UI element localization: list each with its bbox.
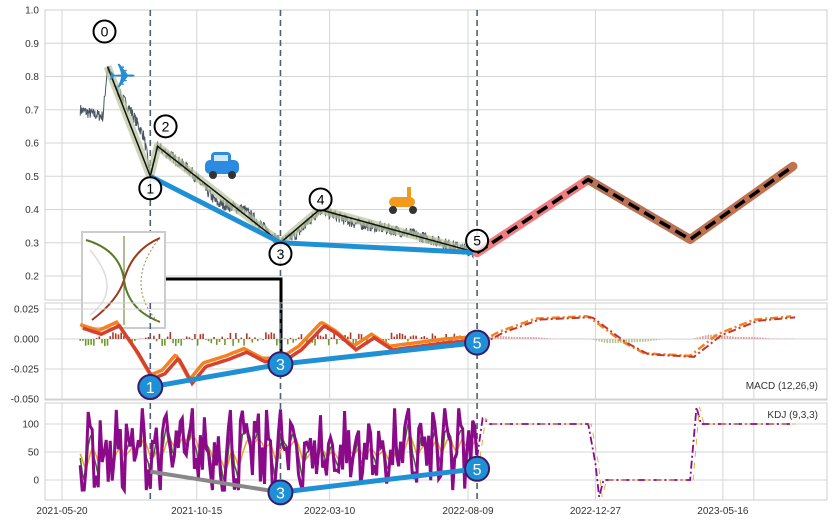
pivot-marker <box>153 114 178 139</box>
y-tick-label: 0.3 <box>25 238 39 249</box>
scooter-icon <box>389 187 417 214</box>
macd-label: MACD (12,26,9) <box>746 381 818 392</box>
pivot-marker <box>92 19 117 44</box>
pivot-marker <box>308 187 333 212</box>
signal-forecast-line <box>480 316 796 358</box>
divergence-marker <box>267 351 294 378</box>
panel-macd: 0.025 0.000 -0.025 -0.050 1 3 5 MACD (12,26,9) <box>11 302 828 406</box>
scooter-stem <box>407 187 411 201</box>
pivot-label: 5 <box>473 233 481 249</box>
divergence-label: 3 <box>276 357 285 374</box>
divergence-marker <box>464 329 491 356</box>
pivot-label: 3 <box>277 246 285 262</box>
zigzag-highlight <box>103 65 479 257</box>
pivot-label: 2 <box>162 118 170 134</box>
inset-curve <box>140 239 159 323</box>
pivot-label: 4 <box>317 192 325 208</box>
y-tick-label: 100 <box>22 420 39 431</box>
pivot-marker <box>268 241 293 266</box>
inset-curve <box>89 249 108 316</box>
x-tick-label: 2023-05-16 <box>697 506 749 517</box>
y-tick-label: 0.7 <box>25 105 39 116</box>
divergence-marker <box>137 374 164 400</box>
scooter-wheel <box>409 206 417 214</box>
kdj-gray-line <box>149 469 281 495</box>
inset-illustration <box>81 231 166 329</box>
car-window <box>214 155 228 161</box>
y-tick-label: 0 <box>33 476 39 487</box>
x-tick-label: 2022-12-27 <box>570 506 622 517</box>
y-tick-label: 0.9 <box>25 39 39 50</box>
airplane-icon: ✈ <box>108 58 137 96</box>
y-tick-label: -0.050 <box>11 395 40 406</box>
divergence-marker <box>464 455 491 482</box>
divergence-label: 3 <box>276 485 285 502</box>
kdj-forecast-d-line <box>479 407 796 497</box>
y-tick-label: 1.0 <box>25 6 39 17</box>
x-tick-label: 2021-05-20 <box>36 506 88 517</box>
car-wheel <box>209 171 217 179</box>
car-icon <box>205 152 239 179</box>
car-wheel <box>228 171 236 179</box>
panel-frame <box>44 302 828 401</box>
y-tick-label: -0.025 <box>11 365 40 376</box>
y-tick-label: 0.6 <box>25 139 39 150</box>
connector-line <box>165 277 283 355</box>
x-tick-label: 2022-08-09 <box>442 506 494 517</box>
price-line <box>79 66 478 259</box>
y-tick-label: 0.2 <box>25 272 39 283</box>
kdj-divergence-line <box>280 466 478 495</box>
y-tick-label: 0.5 <box>25 172 39 183</box>
panel-frame <box>44 9 828 301</box>
scooter-body <box>389 197 415 207</box>
pivot-label: 1 <box>146 180 154 196</box>
x-tick-label: 2022-03-10 <box>304 506 356 517</box>
kdj-forecast-line <box>476 406 793 498</box>
macd-forecast-line <box>476 315 792 358</box>
y-tick-label: 0.025 <box>14 305 39 316</box>
y-tick-label: 0.000 <box>14 335 39 346</box>
y-tick-label: 50 <box>28 448 40 459</box>
y-tick-label: 0.8 <box>25 72 39 83</box>
macd-divergence-line <box>149 340 478 390</box>
panel-frame <box>44 402 828 501</box>
pivot-marker <box>465 228 490 253</box>
x-tick-label: 2021-10-15 <box>171 506 223 517</box>
pivot-label: 0 <box>101 24 109 40</box>
kdj-label: KDJ (9,3,3) <box>767 410 818 421</box>
forecast-dashed-line <box>476 164 795 255</box>
panel-price: 1.0 0.9 0.8 0.7 0.6 0.5 0.4 0.3 0.2 0 1 2 3 4 5 ✈ <box>25 6 828 355</box>
kdj-j-line <box>78 407 479 495</box>
zigzag-line <box>106 66 478 254</box>
scooter-wheel <box>389 206 397 214</box>
divergence-label: 5 <box>473 462 482 479</box>
pivot-marker <box>138 176 163 201</box>
panel-kdj: 100 50 0 3 5 KDJ (9,3,3) <box>22 402 828 506</box>
divergence-label: 5 <box>473 336 482 353</box>
divergence-marker <box>267 479 294 506</box>
y-tick-label: 0.4 <box>25 205 39 216</box>
divergence-label: 1 <box>146 380 155 397</box>
